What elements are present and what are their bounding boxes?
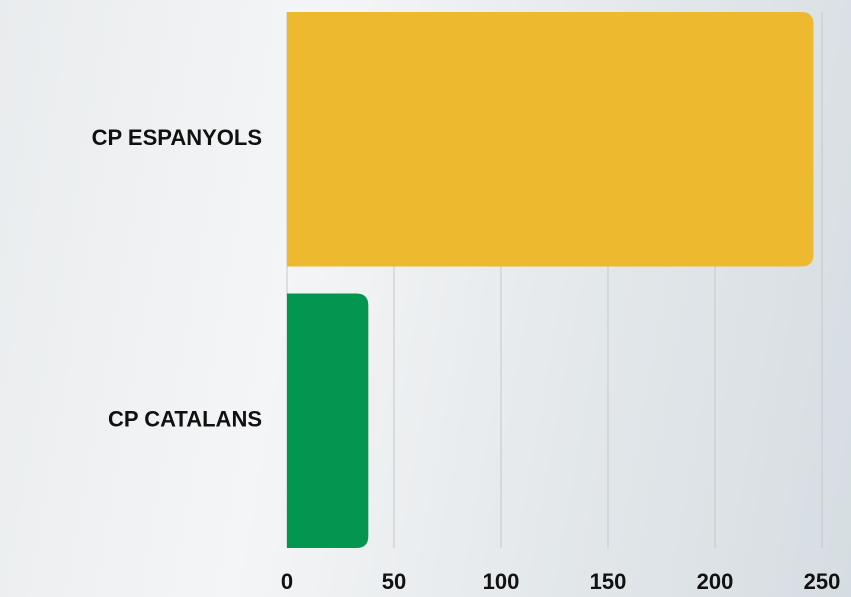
x-tick-label: 50 <box>382 569 406 594</box>
x-tick-label: 200 <box>697 569 734 594</box>
x-tick-label: 150 <box>590 569 627 594</box>
bar <box>287 293 369 548</box>
x-tick-label: 250 <box>804 569 841 594</box>
y-tick-label: CP ESPANYOLS <box>92 125 262 150</box>
bar <box>287 12 814 267</box>
y-tick-label: CP CATALANS <box>108 407 262 432</box>
x-tick-label: 0 <box>281 569 293 594</box>
x-tick-label: 100 <box>483 569 520 594</box>
